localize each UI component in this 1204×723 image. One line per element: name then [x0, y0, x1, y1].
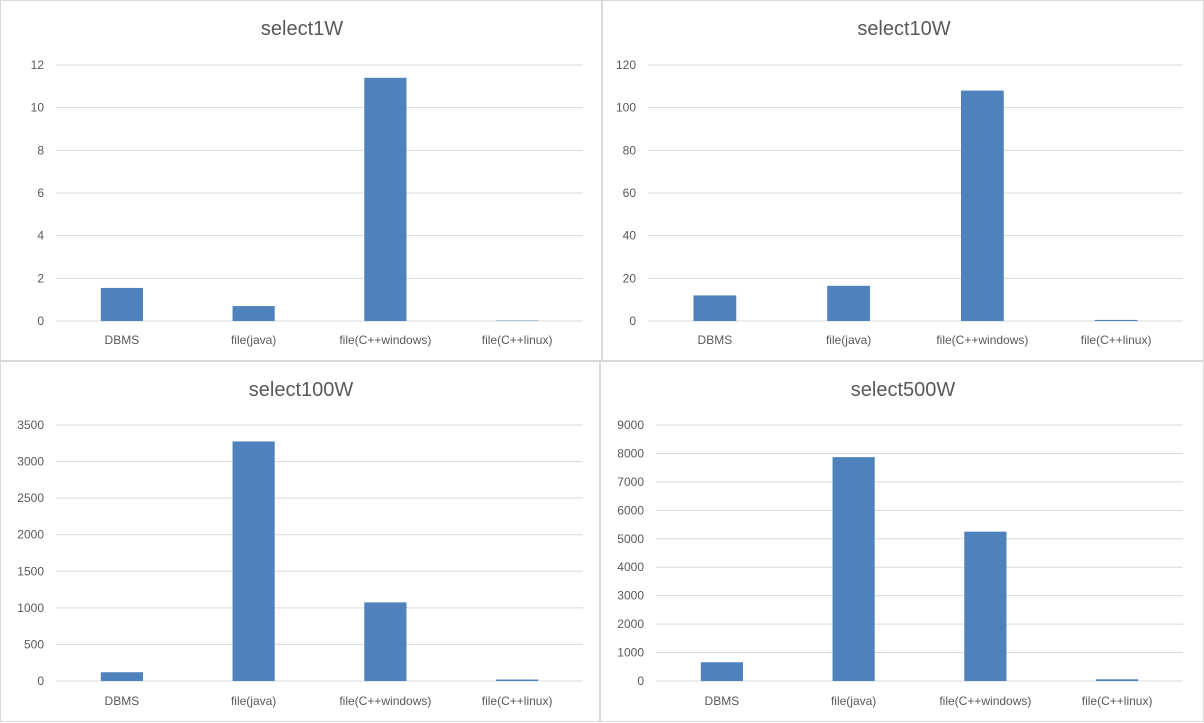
y-tick-label: 0 [37, 674, 44, 688]
chart-svg: select10W 0 20 40 60 80 100 120 DBMS file(java) fi… [603, 1, 1204, 362]
y-tick-label: 0 [637, 674, 644, 688]
chart-title: select500W [851, 379, 956, 401]
category-label: DBMS [105, 333, 140, 347]
y-tick-label: 3000 [17, 455, 44, 469]
bar [1095, 320, 1138, 321]
y-tick-label: 1000 [17, 601, 44, 615]
y-tick-label: 6 [37, 186, 44, 200]
chart-panel-select500w: select500W 0 1000 2000 3000 4000 5000 6000 7000 8… [600, 361, 1204, 722]
category-label: file(C++windows) [936, 333, 1028, 347]
bar [233, 441, 275, 681]
y-tick-label: 100 [616, 101, 636, 115]
y-tick-label: 2000 [617, 617, 644, 631]
bar [364, 602, 406, 681]
bar [233, 306, 275, 321]
y-tick-label: 80 [623, 143, 637, 157]
bar [961, 91, 1004, 321]
y-tick-label: 120 [616, 58, 636, 72]
category-label: file(C++linux) [1081, 333, 1152, 347]
y-tick-label: 60 [623, 186, 637, 200]
bar [364, 78, 406, 321]
bar [701, 662, 743, 681]
bar [101, 288, 143, 321]
y-tick-label: 12 [31, 58, 45, 72]
y-tick-label: 0 [37, 314, 44, 328]
bar [693, 295, 736, 321]
category-label: DBMS [105, 694, 140, 708]
bar [101, 672, 143, 681]
chart-title: select100W [249, 379, 354, 401]
category-label: file(java) [831, 694, 876, 708]
chart-svg: select1W 0 2 4 6 8 10 12 DBMS file(java) file(C++w… [1, 1, 603, 362]
chart-panel-select100w: select100W 0 500 1000 1500 2000 2500 3000 3500 DB… [0, 361, 600, 722]
chart-panel-select1w: select1W 0 2 4 6 8 10 12 DBMS file(java) file(C++w… [0, 0, 602, 361]
category-label: file(java) [826, 333, 871, 347]
y-tick-label: 6000 [617, 503, 644, 517]
y-tick-label: 3000 [617, 589, 644, 603]
category-label: file(C++linux) [1082, 694, 1153, 708]
category-label: file(java) [231, 694, 276, 708]
y-tick-label: 0 [629, 314, 636, 328]
category-label: file(java) [231, 333, 276, 347]
y-tick-label: 3500 [17, 418, 44, 432]
chart-title: select10W [857, 18, 950, 40]
y-tick-label: 7000 [617, 475, 644, 489]
y-tick-label: 1000 [617, 646, 644, 660]
bar [827, 286, 870, 321]
chart-svg: select100W 0 500 1000 1500 2000 2500 3000 3500 DB… [1, 362, 601, 723]
y-tick-label: 4000 [617, 560, 644, 574]
y-tick-label: 8 [37, 143, 44, 157]
y-tick-label: 9000 [617, 418, 644, 432]
y-tick-label: 40 [623, 229, 637, 243]
y-tick-label: 4 [37, 229, 44, 243]
category-label: DBMS [705, 694, 740, 708]
y-tick-label: 20 [623, 271, 637, 285]
y-tick-label: 500 [24, 637, 44, 651]
bar [496, 680, 538, 681]
category-label: file(C++windows) [939, 694, 1031, 708]
category-label: file(C++linux) [482, 694, 553, 708]
y-tick-label: 2 [37, 271, 44, 285]
category-label: DBMS [698, 333, 733, 347]
chart-svg: select500W 0 1000 2000 3000 4000 5000 6000 7000 8… [601, 362, 1204, 723]
bar [1096, 679, 1138, 681]
category-label: file(C++windows) [339, 694, 431, 708]
y-tick-label: 2000 [17, 528, 44, 542]
category-label: file(C++windows) [339, 333, 431, 347]
y-tick-label: 1500 [17, 564, 44, 578]
chart-title: select1W [261, 18, 343, 40]
chart-panel-select10w: select10W 0 20 40 60 80 100 120 DBMS file(java) fi… [602, 0, 1204, 361]
bar [833, 457, 875, 681]
category-label: file(C++linux) [482, 333, 553, 347]
bar [964, 532, 1006, 681]
y-tick-label: 10 [31, 101, 45, 115]
y-tick-label: 2500 [17, 491, 44, 505]
y-tick-label: 8000 [617, 446, 644, 460]
y-tick-label: 5000 [617, 532, 644, 546]
